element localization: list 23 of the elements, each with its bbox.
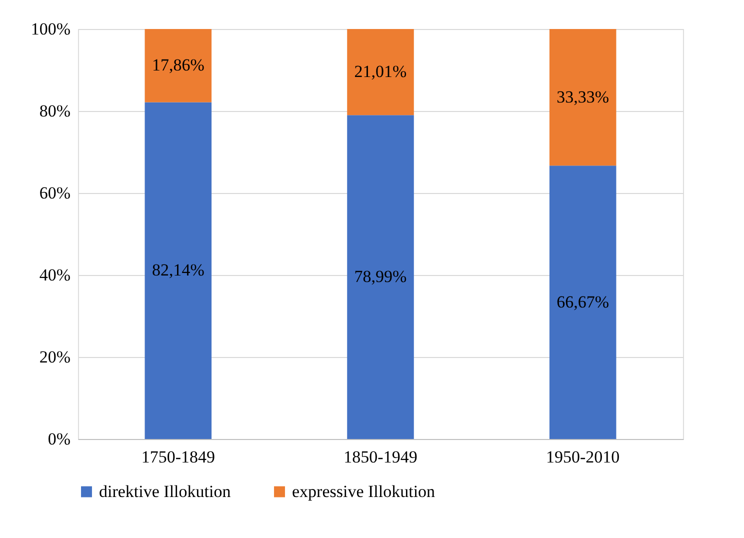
x-tick-label: 1750-1849: [141, 448, 215, 466]
y-tick-label: 60%: [39, 184, 70, 202]
bar: [144, 102, 212, 439]
x-tick-label: 1950-2010: [546, 448, 620, 466]
data-label: 82,14%: [152, 260, 204, 280]
bar: [347, 29, 414, 116]
x-tick-label: 1850-1949: [344, 448, 418, 466]
data-label: 78,99%: [354, 267, 407, 286]
data-label: 33,33%: [556, 87, 610, 106]
data-label: 17,86%: [152, 56, 204, 75]
y-tick-label: 0%: [48, 430, 70, 448]
y-tick-label: 20%: [39, 348, 70, 366]
y-tick-label: 80%: [39, 102, 70, 120]
legend-label: expressive Illokution: [292, 482, 436, 501]
data-label: 21,01%: [354, 62, 407, 82]
y-tick-label: 40%: [39, 266, 70, 284]
bar: [549, 29, 616, 166]
y-tick-label: 100%: [30, 20, 70, 38]
bar: [144, 29, 212, 102]
legend-label: direktive Illokution: [99, 482, 232, 501]
bar: [549, 166, 616, 439]
bar: [347, 115, 414, 439]
data-label: 66,67%: [556, 292, 610, 312]
